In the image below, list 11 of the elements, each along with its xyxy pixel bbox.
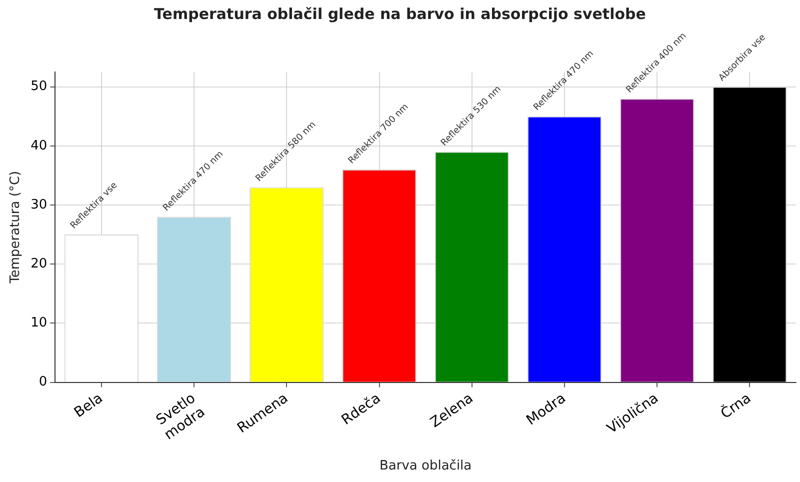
x-tick-label: Črna (718, 390, 754, 422)
y-tick-label: 20 (30, 256, 48, 272)
x-tick-label: Bela (72, 390, 106, 422)
y-tick-label: 0 (38, 374, 48, 390)
y-tick-label: 30 (30, 197, 48, 212)
y-tick-label: 40 (30, 138, 48, 154)
y-tick-label: 10 (30, 316, 48, 331)
x-axis-title: Barva oblačila (379, 458, 472, 474)
chart-title: Temperatura oblačil glede na barvo in absorpcijo svetlobe (154, 4, 646, 23)
y-axis-title: Temperatura (°C) (8, 170, 24, 284)
y-tick-label: 50 (30, 79, 48, 94)
